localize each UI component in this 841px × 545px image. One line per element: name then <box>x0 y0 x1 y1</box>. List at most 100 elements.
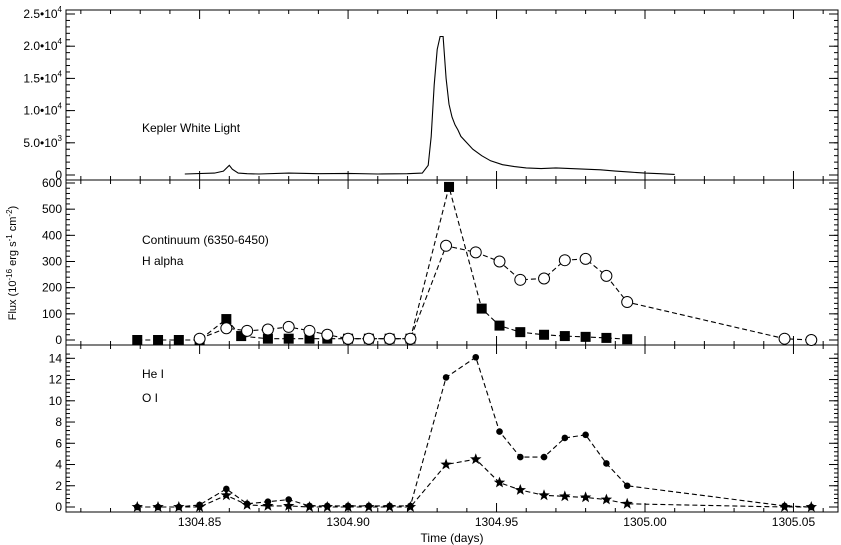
data-layer: Kepler White Light Continuum (6350-6450) H… <box>131 35 818 512</box>
data-point-star <box>193 501 206 512</box>
data-point-dot <box>603 460 610 467</box>
data-point-star <box>538 489 550 501</box>
y-tick-label: 2.0•104 <box>23 37 62 53</box>
y-tick-label: 12 <box>49 373 63 387</box>
data-point-star <box>241 498 253 510</box>
x-tick-label: 1304.85 <box>178 515 222 529</box>
data-point-square <box>173 335 184 345</box>
data-point-circle <box>303 324 316 337</box>
x-tick-label: 1305.00 <box>623 515 667 529</box>
data-point-circle <box>469 246 482 259</box>
panel-frame <box>65 9 839 181</box>
y-axis-label: Flux (10-16 erg s-1 cm-2) <box>5 206 19 320</box>
data-point-dot <box>540 453 548 461</box>
data-point-circle <box>282 320 295 333</box>
data-point-dot <box>516 453 524 461</box>
data-point-square <box>444 181 455 192</box>
data-point-circle <box>558 254 571 267</box>
data-point-circle <box>383 332 396 345</box>
data-point-square <box>539 329 550 340</box>
data-point-star <box>152 501 164 512</box>
data-point-star <box>321 501 333 512</box>
series-line <box>137 184 628 341</box>
data-point-star <box>514 484 526 495</box>
y-tick-label: 2.5•104 <box>23 5 62 21</box>
data-point-circle <box>342 332 355 345</box>
data-point-square <box>476 303 487 314</box>
x-axis-label: Time (days) <box>421 531 484 545</box>
data-point-dot <box>496 428 503 435</box>
y-tick-label: 0 <box>55 500 62 514</box>
data-point-dot <box>223 485 230 493</box>
data-point-star <box>131 501 143 512</box>
data-point-star <box>600 493 613 505</box>
data-point-star <box>559 490 571 502</box>
series-line <box>199 245 812 341</box>
data-point-circle <box>220 322 233 335</box>
data-point-square <box>515 327 526 338</box>
y-tick-label: 5.0•103 <box>23 134 62 150</box>
data-point-star <box>404 501 417 512</box>
data-point-circle <box>193 332 206 345</box>
x-tick-label: 1304.90 <box>326 515 370 529</box>
series-line <box>137 356 812 508</box>
data-point-star <box>383 501 396 512</box>
data-point-circle <box>362 332 375 345</box>
data-point-circle <box>600 269 613 282</box>
data-point-square <box>559 331 570 342</box>
data-point-square <box>494 320 505 331</box>
data-point-dot <box>561 434 569 442</box>
data-point-circle <box>493 255 506 268</box>
data-point-circle <box>621 296 634 309</box>
y-tick-label: 14 <box>49 351 63 365</box>
data-point-star <box>173 501 185 512</box>
data-point-square <box>153 335 164 345</box>
y-tick-label: 1.0•104 <box>23 102 62 118</box>
data-point-star <box>470 453 482 465</box>
data-point-square <box>236 331 247 342</box>
y-tick-label: 200 <box>42 281 62 295</box>
y-tick-label: 0 <box>55 168 62 182</box>
data-point-circle <box>805 334 818 346</box>
data-point-star <box>778 501 791 512</box>
y-tick-label: 500 <box>42 202 62 216</box>
data-point-star <box>342 501 354 512</box>
data-point-circle <box>321 328 334 341</box>
data-point-star <box>440 458 452 470</box>
data-point-star <box>303 501 316 512</box>
data-point-dot <box>582 431 589 439</box>
data-point-dot <box>285 496 292 503</box>
panel-label: Kepler White Light <box>142 121 241 135</box>
data-point-circle <box>404 332 417 345</box>
data-point-square <box>580 331 591 342</box>
data-point-square <box>601 332 612 343</box>
data-point-circle <box>579 252 592 265</box>
y-tick-label: 100 <box>42 307 62 321</box>
y-tick-label: 4 <box>55 458 62 472</box>
data-point-star <box>220 489 232 501</box>
data-point-square <box>304 333 315 344</box>
data-point-circle <box>514 273 527 286</box>
data-point-square <box>221 314 232 325</box>
panel-label: Continuum (6350-6450) <box>142 233 269 247</box>
data-point-square <box>262 333 273 344</box>
y-tick-label: 1.5•104 <box>23 69 62 85</box>
panel-frame <box>65 344 839 513</box>
y-tick-label: 0 <box>55 333 62 347</box>
data-point-square <box>622 334 633 345</box>
data-point-square <box>132 335 143 345</box>
data-point-dot <box>623 482 631 490</box>
x-tick-label: 1304.95 <box>475 515 519 529</box>
data-point-circle <box>440 239 453 252</box>
data-point-circle <box>261 323 274 336</box>
series-line <box>184 35 675 175</box>
data-point-star <box>283 499 295 511</box>
data-point-star <box>579 491 592 503</box>
data-point-star <box>621 497 633 509</box>
y-tick-label: 2 <box>55 479 62 493</box>
y-tick-label: 8 <box>55 415 62 429</box>
y-tick-label: 10 <box>49 394 63 408</box>
data-point-square <box>283 333 294 344</box>
data-point-star <box>805 501 817 512</box>
